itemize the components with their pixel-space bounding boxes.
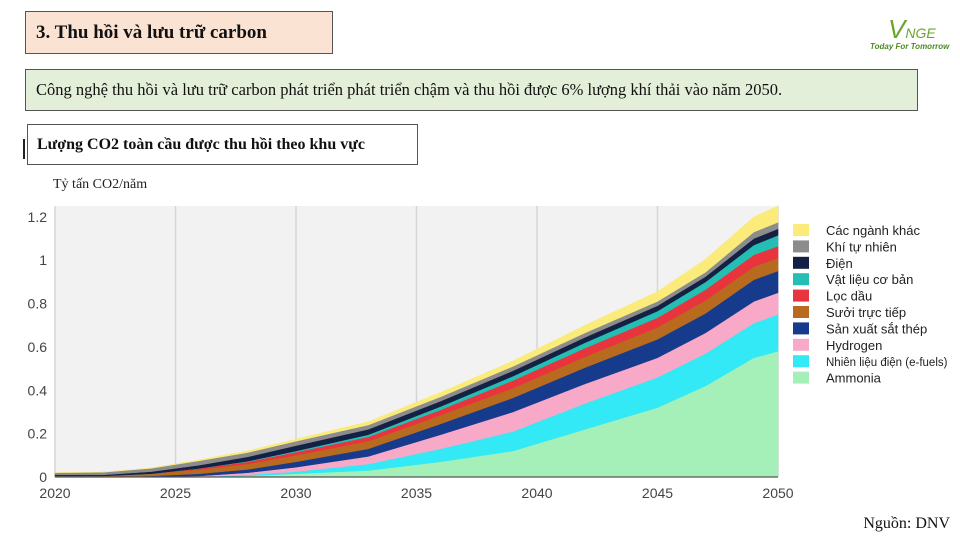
legend-label-6: Sản xuất sắt thép: [826, 321, 927, 336]
legend-label-7: Hydrogen: [826, 338, 882, 353]
logo-tagline: Today For Tomorrow: [870, 42, 950, 51]
legend-label-8: Nhiên liệu điện (e-fuels): [826, 357, 948, 369]
legend-label-0: Các ngành khác: [826, 223, 920, 238]
logo-mark-v: V: [888, 14, 906, 44]
x-tick-label-2050: 2050: [762, 485, 793, 501]
chart-title-box: Lượng CO2 toàn cầu được thu hồi theo khu…: [23, 124, 418, 165]
x-tick-label-2020: 2020: [39, 485, 70, 501]
legend-label-9: Ammonia: [826, 371, 882, 386]
legend-swatch-7: [793, 338, 809, 351]
y-tick-label-0-8: 0.8: [28, 296, 48, 312]
legend-label-1: Khí tự nhiên: [826, 239, 897, 254]
legend-swatch-6: [793, 322, 809, 335]
y-tick-label-0-6: 0.6: [28, 339, 48, 355]
legend-label-5: Sưởi trực tiếp: [826, 305, 906, 320]
legend-label-4: Lọc dầu: [826, 289, 872, 304]
y-tick-label-0-4: 0.4: [28, 382, 48, 398]
legend-swatch-1: [793, 240, 809, 253]
logo-mark: VNGE: [888, 14, 936, 45]
legend-swatch-2: [793, 256, 809, 269]
y-tick-label-0: 0: [39, 469, 47, 485]
y-tick-label-0-2: 0.2: [28, 426, 48, 442]
area-series-9-c-c-ng-nh-kh-c: [54, 205, 779, 473]
y-axis-unit-label: Tỷ tấn CO2/năm: [53, 177, 148, 192]
slide-title-text: 3. Thu hồi và lưu trữ carbon: [36, 21, 267, 43]
x-tick-label-2040: 2040: [521, 485, 552, 501]
x-tick-label-2035: 2035: [401, 485, 432, 501]
x-tick-label-2045: 2045: [642, 485, 673, 501]
legend-swatch-0: [793, 224, 809, 236]
legend-swatch-3: [793, 273, 809, 286]
vnge-logo: VNGE Today For Tomorrow: [862, 12, 954, 60]
logo-mark-rest: NGE: [905, 25, 936, 41]
legend-swatch-8: [793, 355, 809, 368]
legend-label-2: Điện: [826, 256, 853, 271]
x-tick-label-2030: 2030: [280, 485, 311, 501]
x-tick-label-2025: 2025: [160, 485, 191, 501]
y-tick-label-1: 1: [39, 252, 47, 268]
slide-title: 3. Thu hồi và lưu trữ carbon: [25, 11, 333, 54]
legend-swatch-9: [793, 371, 809, 384]
legend-swatch-4: [793, 289, 809, 302]
chart-title: Lượng CO2 toàn cầu được thu hồi theo khu…: [37, 135, 365, 153]
summary-text: Công nghệ thu hồi và lưu trữ carbon phát…: [36, 80, 783, 99]
legend-swatch-5: [793, 306, 809, 318]
summary-box: Công nghệ thu hồi và lưu trữ carbon phát…: [25, 69, 918, 111]
legend-label-3: Vật liệu cơ bản: [826, 272, 913, 287]
source-note: Nguồn: DNV: [863, 515, 950, 532]
y-tick-label-1-2: 1.2: [28, 209, 48, 225]
